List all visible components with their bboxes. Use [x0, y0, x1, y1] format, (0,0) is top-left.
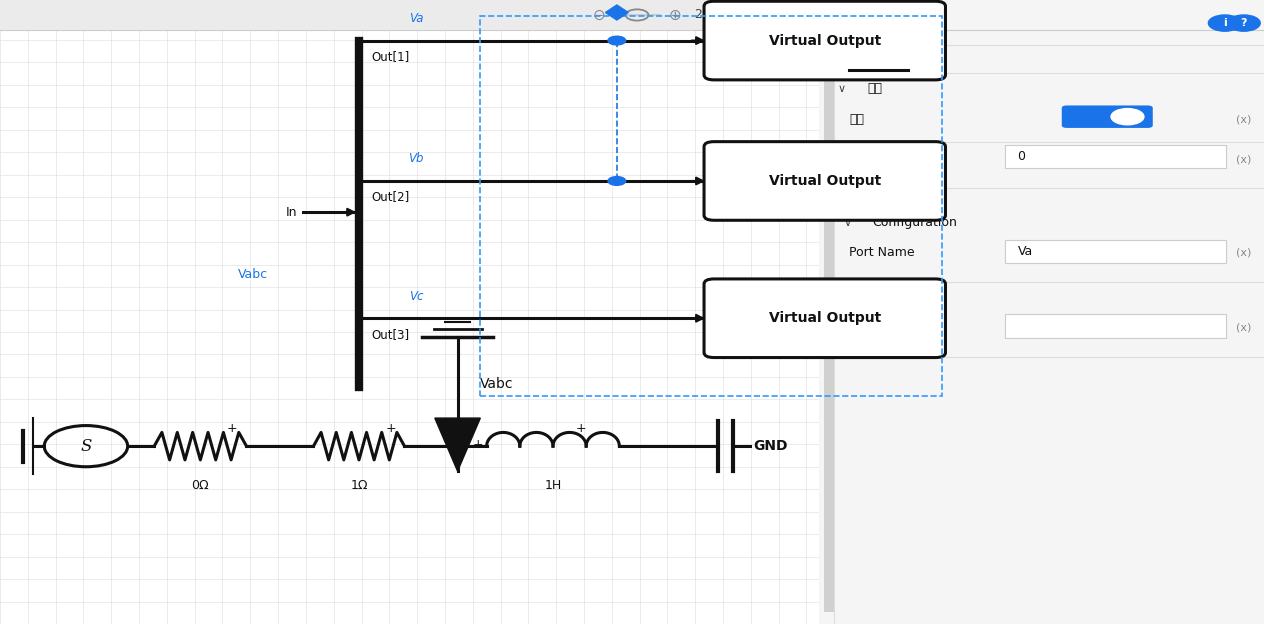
Text: 1Ω: 1Ω [350, 479, 368, 492]
Text: +: + [575, 422, 586, 435]
Polygon shape [605, 5, 628, 20]
Text: (x): (x) [1236, 154, 1251, 164]
Text: (x): (x) [1236, 115, 1251, 125]
Bar [1005, 240, 1226, 263]
Text: Va: Va [1018, 245, 1033, 258]
Text: ∨: ∨ [838, 291, 846, 301]
Circle shape [450, 442, 465, 450]
Text: 210%: 210% [694, 9, 729, 21]
Text: 参数: 参数 [849, 48, 866, 62]
Bar [0, 0, 1264, 30]
Bar [1005, 314, 1226, 338]
Text: ⊖: ⊖ [593, 7, 605, 22]
FancyBboxPatch shape [704, 279, 945, 358]
Text: 1H: 1H [545, 479, 561, 492]
Text: Virtual Output: Virtual Output [769, 34, 881, 47]
Text: Output Port: Output Port [849, 321, 921, 334]
Text: (x): (x) [1236, 248, 1251, 258]
Text: ?: ? [1240, 18, 1248, 28]
FancyBboxPatch shape [704, 142, 945, 220]
Text: 参数: 参数 [867, 197, 882, 209]
Circle shape [1227, 15, 1260, 31]
FancyBboxPatch shape [1062, 105, 1153, 128]
Text: 启用: 启用 [849, 114, 865, 126]
Text: 格式: 格式 [929, 48, 945, 62]
Circle shape [1111, 109, 1144, 125]
Circle shape [608, 36, 626, 45]
Text: ⊕: ⊕ [669, 7, 681, 22]
Text: Virtual Output: Virtual Output [769, 174, 881, 188]
Text: Vabc: Vabc [238, 268, 268, 281]
Text: GND: GND [753, 439, 787, 453]
Text: Port Name: Port Name [849, 246, 915, 259]
Text: 虚拟输出端口: 虚拟输出端口 [866, 37, 905, 47]
Text: 0: 0 [1018, 150, 1025, 163]
Text: +: + [473, 438, 483, 451]
Text: Out[2]: Out[2] [372, 190, 410, 203]
Polygon shape [435, 418, 480, 471]
Bar [0, 30, 819, 624]
Text: Configuration: Configuration [872, 217, 957, 229]
Text: +: + [226, 422, 238, 435]
Text: In: In [286, 206, 297, 218]
Bar [1005, 145, 1226, 168]
Text: i: i [1224, 18, 1226, 28]
FancyBboxPatch shape [704, 1, 945, 80]
Text: |→: |→ [741, 9, 756, 21]
Text: Vabc: Vabc [480, 377, 514, 391]
Text: 虚拟输出端口1: 虚拟输出端口1 [866, 6, 938, 24]
Text: (x): (x) [1236, 323, 1251, 333]
Bar [480, 16, 942, 396]
Text: Virtual Output: Virtual Output [769, 311, 881, 325]
Text: ∨: ∨ [838, 198, 846, 208]
Text: Vc: Vc [408, 290, 423, 303]
Bar [834, 0, 1264, 624]
Text: 属性: 属性 [867, 82, 882, 95]
Text: ∨: ∨ [843, 218, 851, 228]
Text: 引脚: 引脚 [867, 290, 882, 303]
Text: 大纲级别: 大纲级别 [849, 153, 880, 165]
Circle shape [1208, 15, 1241, 31]
Text: +: + [386, 422, 396, 435]
Text: ∨: ∨ [838, 84, 846, 94]
Text: S: S [81, 437, 91, 455]
Bar [824, 12, 834, 612]
Text: 0Ω: 0Ω [192, 479, 209, 492]
Text: Out[3]: Out[3] [372, 328, 410, 341]
Text: ▣: ▣ [849, 8, 862, 22]
Text: Va: Va [408, 12, 423, 25]
Circle shape [608, 177, 626, 185]
Text: Out[1]: Out[1] [372, 50, 410, 63]
Bar [819, 0, 1264, 624]
Text: 开: 开 [1143, 114, 1150, 126]
Text: Vb: Vb [408, 152, 423, 165]
